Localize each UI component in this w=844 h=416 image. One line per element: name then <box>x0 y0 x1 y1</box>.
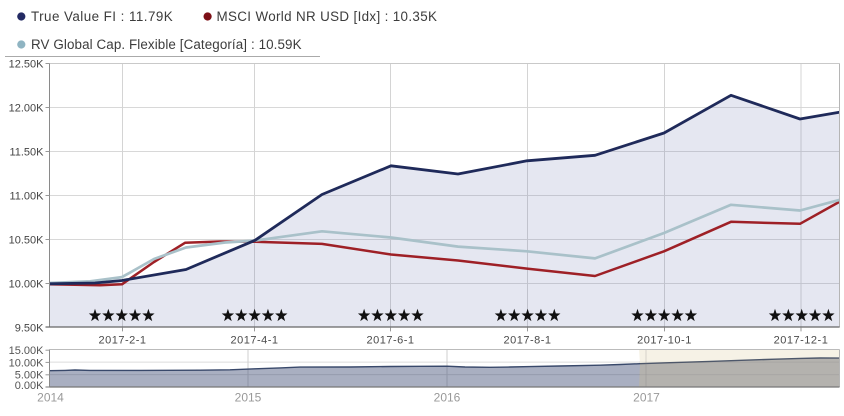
svg-text:2017-6-1: 2017-6-1 <box>366 334 414 346</box>
svg-text:2017-10-1: 2017-10-1 <box>637 334 692 346</box>
svg-text:True Value FI : 11.79K: True Value FI : 11.79K <box>31 9 173 24</box>
svg-text:9.50K: 9.50K <box>15 322 44 334</box>
svg-text:2015: 2015 <box>235 391 262 405</box>
svg-text:2017: 2017 <box>633 391 660 405</box>
svg-text:10.00K: 10.00K <box>9 278 45 290</box>
svg-text:2017-4-1: 2017-4-1 <box>230 334 278 346</box>
svg-text:5.00K: 5.00K <box>15 370 44 382</box>
svg-text:10.50K: 10.50K <box>9 234 45 246</box>
svg-text:11.50K: 11.50K <box>9 146 44 158</box>
svg-text:2016: 2016 <box>434 391 461 405</box>
svg-text:11.00K: 11.00K <box>9 190 44 202</box>
svg-text:0.00K: 0.00K <box>15 380 44 392</box>
svg-text:2014: 2014 <box>37 391 64 405</box>
svg-text:15.00K: 15.00K <box>9 345 45 357</box>
svg-text:10.00K: 10.00K <box>9 357 45 369</box>
svg-text:12.00K: 12.00K <box>9 102 45 114</box>
svg-text:RV Global Cap. Flexible [Categ: RV Global Cap. Flexible [Categoría] : 10… <box>31 37 302 52</box>
svg-text:12.50K: 12.50K <box>9 58 45 70</box>
svg-text:2017-8-1: 2017-8-1 <box>503 334 551 346</box>
svg-text:2017-12-1: 2017-12-1 <box>774 334 829 346</box>
svg-text:MSCI World NR USD [Idx] : 10.3: MSCI World NR USD [Idx] : 10.35K <box>217 9 438 24</box>
svg-text:2017-2-1: 2017-2-1 <box>98 334 146 346</box>
